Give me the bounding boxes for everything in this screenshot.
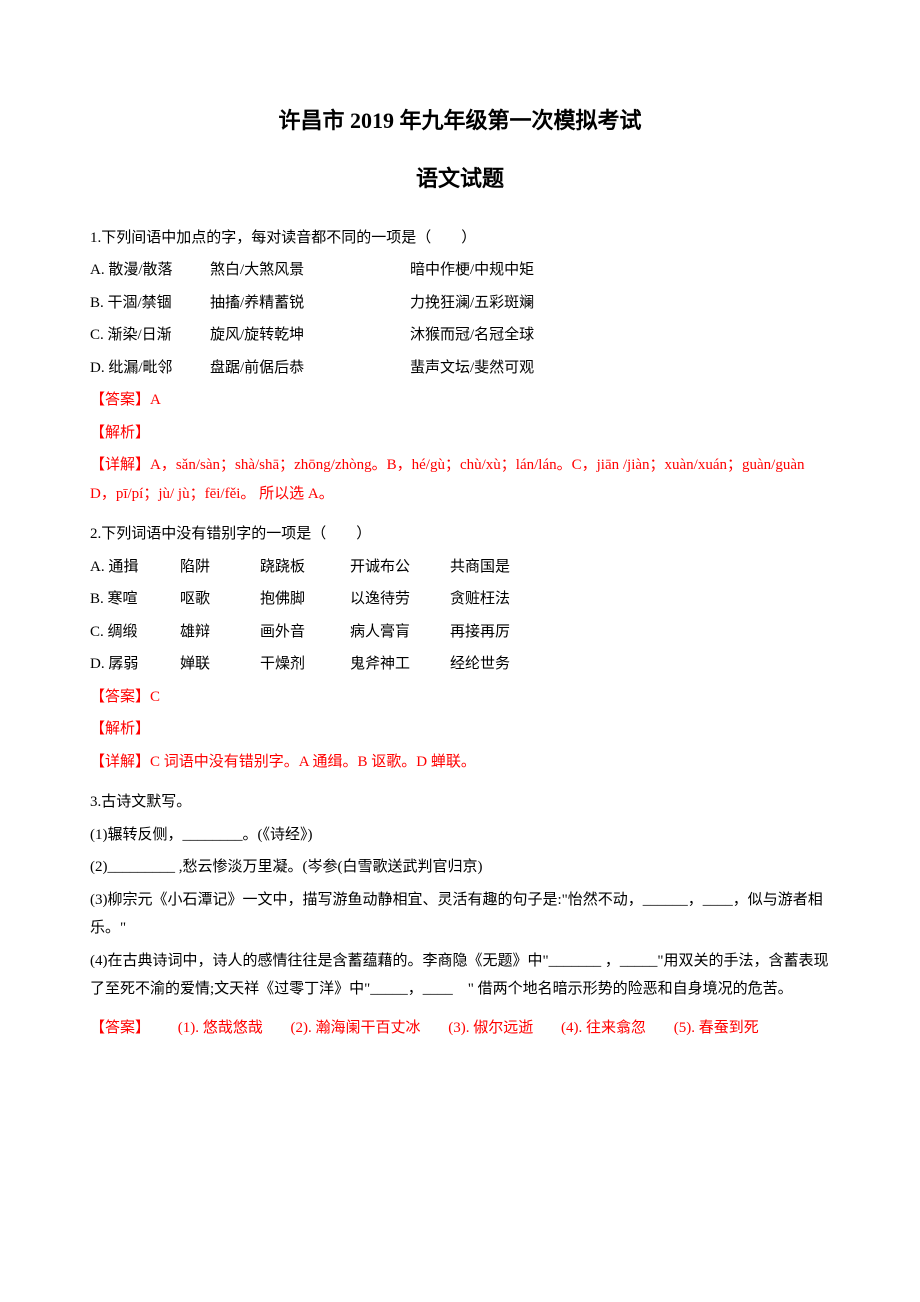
q2-answer: 【答案】C	[90, 683, 830, 712]
q1-a-2: 煞白/大煞风景	[210, 256, 410, 285]
q1-a-1: A. 散漫/散落	[90, 256, 210, 285]
q2-b-3: 抱佛脚	[260, 585, 350, 614]
q2-b-5: 贪赃枉法	[450, 585, 510, 614]
main-title: 许昌市 2019 年九年级第一次模拟考试	[90, 100, 830, 142]
q3-ans-2: (2). 瀚海阑干百丈冰	[291, 1020, 421, 1036]
q3-item-4: (4)在古典诗词中，诗人的感情往往是含蓄蕴藉的。李商隐《无题》中"_______…	[90, 947, 830, 1004]
q3-item-3: (3)柳宗元《小石潭记》一文中，描写游鱼动静相宜、灵活有趣的句子是:"怡然不动，…	[90, 886, 830, 943]
q2-option-d: D. 孱弱 婵联 干燥剂 鬼斧神工 经纶世务	[90, 650, 830, 679]
q1-b-2: 抽搐/养精蓄锐	[210, 289, 410, 318]
q2-option-b: B. 寒喧 呕歌 抱佛脚 以逸待劳 贪赃枉法	[90, 585, 830, 614]
q2-a-2: 陷阱	[180, 553, 260, 582]
q1-analysis-label: 【解析】	[90, 419, 830, 448]
q1-c-1: C. 渐染/日渐	[90, 321, 210, 350]
q1-option-a: A. 散漫/散落 煞白/大煞风景 暗中作梗/中规中矩	[90, 256, 830, 285]
q2-c-4: 病人膏肓	[350, 618, 450, 647]
q2-d-4: 鬼斧神工	[350, 650, 450, 679]
q2-option-c: C. 绸缎 雄辩 画外音 病人膏肓 再接再厉	[90, 618, 830, 647]
q3-ans-1: (1). 悠哉悠哉	[178, 1020, 263, 1036]
q3-item-2: (2)_________ ,愁云惨淡万里凝。(岑参(白雪歌送武判官归京)	[90, 853, 830, 882]
q2-a-3: 跷跷板	[260, 553, 350, 582]
q2-d-5: 经纶世务	[450, 650, 510, 679]
q2-option-a: A. 通揖 陷阱 跷跷板 开诚布公 共商国是	[90, 553, 830, 582]
q1-option-b: B. 干涸/禁锢 抽搐/养精蓄锐 力挽狂澜/五彩斑斓	[90, 289, 830, 318]
q3-ans-5: (5). 春蚕到死	[674, 1020, 759, 1036]
q2-c-2: 雄辩	[180, 618, 260, 647]
q2-a-1: A. 通揖	[90, 553, 180, 582]
q2-stem: 2.下列词语中没有错别字的一项是（ ）	[90, 520, 830, 549]
q1-a-3: 暗中作梗/中规中矩	[410, 256, 640, 285]
q2-d-1: D. 孱弱	[90, 650, 180, 679]
q2-b-4: 以逸待劳	[350, 585, 450, 614]
q2-b-1: B. 寒喧	[90, 585, 180, 614]
q3-ans-3: (3). 俶尔远逝	[448, 1020, 533, 1036]
q3-answer-label: 【答案】	[90, 1020, 150, 1036]
q2-c-5: 再接再厉	[450, 618, 510, 647]
q3-stem: 3.古诗文默写。	[90, 788, 830, 817]
subtitle: 语文试题	[90, 158, 830, 200]
q2-c-1: C. 绸缎	[90, 618, 180, 647]
q1-detail: 【详解】A，sǎn/sàn；shà/shā；zhōng/zhòng。B，hé/g…	[90, 451, 830, 508]
q2-d-2: 婵联	[180, 650, 260, 679]
q1-d-2: 盘踞/前倨后恭	[210, 354, 410, 383]
q3-ans-4: (4). 往来翕忽	[561, 1020, 646, 1036]
q2-b-2: 呕歌	[180, 585, 260, 614]
q1-answer: 【答案】A	[90, 386, 830, 415]
q3-item-1: (1)辗转反侧，________。(《诗经》)	[90, 821, 830, 850]
q1-d-3: 蜚声文坛/斐然可观	[410, 354, 640, 383]
q2-a-4: 开诚布公	[350, 553, 450, 582]
q1-b-1: B. 干涸/禁锢	[90, 289, 210, 318]
q1-option-d: D. 纰漏/毗邻 盘踞/前倨后恭 蜚声文坛/斐然可观	[90, 354, 830, 383]
q2-a-5: 共商国是	[450, 553, 510, 582]
q2-detail: 【详解】C 词语中没有错别字。A 通缉。B 讴歌。D 蝉联。	[90, 748, 830, 777]
q2-d-3: 干燥剂	[260, 650, 350, 679]
q2-analysis-label: 【解析】	[90, 715, 830, 744]
q3-answers: 【答案】 (1). 悠哉悠哉 (2). 瀚海阑干百丈冰 (3). 俶尔远逝 (4…	[90, 1014, 830, 1043]
q1-b-3: 力挽狂澜/五彩斑斓	[410, 289, 640, 318]
q1-option-c: C. 渐染/日渐 旋风/旋转乾坤 沐猴而冠/名冠全球	[90, 321, 830, 350]
q1-c-3: 沐猴而冠/名冠全球	[410, 321, 640, 350]
q1-stem: 1.下列间语中加点的字，每对读音都不同的一项是（ ）	[90, 224, 830, 253]
q1-d-1: D. 纰漏/毗邻	[90, 354, 210, 383]
q1-c-2: 旋风/旋转乾坤	[210, 321, 410, 350]
q2-c-3: 画外音	[260, 618, 350, 647]
